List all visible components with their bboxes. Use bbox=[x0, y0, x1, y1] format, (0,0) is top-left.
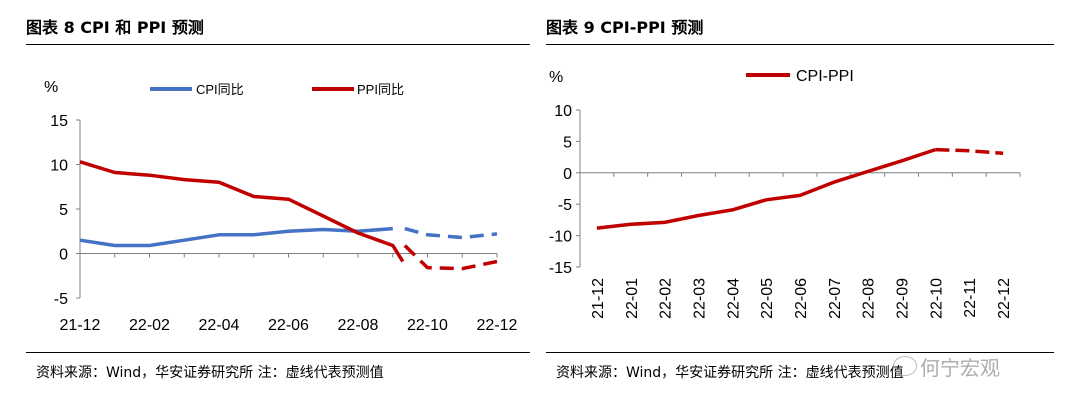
y-unit-label: % bbox=[44, 79, 58, 96]
ppi-actual-line bbox=[79, 160, 405, 263]
y-tick-label: 5 bbox=[563, 134, 572, 151]
cpi-ppi-legend-label: CPI-PPI bbox=[796, 68, 854, 85]
x-tick-label: 22-08 bbox=[338, 317, 379, 334]
x-tick-label: 22-04 bbox=[725, 278, 742, 319]
y-tick-label: 5 bbox=[59, 202, 68, 219]
x-tick-label: 22-02 bbox=[129, 317, 170, 334]
cpi-forecast-line bbox=[404, 226, 498, 240]
x-tick-label: 22-03 bbox=[691, 278, 708, 319]
x-tick-label: 21-12 bbox=[590, 278, 607, 319]
x-tick-label: 22-05 bbox=[759, 278, 776, 319]
x-tick-label: 22-11 bbox=[962, 278, 979, 318]
right-title-rule bbox=[546, 44, 1054, 45]
y-tick-label: -15 bbox=[549, 260, 572, 277]
x-tick-label: 22-12 bbox=[996, 278, 1013, 319]
cpi-ppi-chart: % 15 10 5 0 -5 21-12 22-02 22-04 22-06 22-08 22-10 2… bbox=[44, 79, 518, 334]
x-tick-label: 22-08 bbox=[861, 278, 878, 319]
watermark-text: 何宁宏观 bbox=[920, 356, 1000, 380]
x-tick-label: 21-12 bbox=[60, 317, 101, 334]
y-unit-label: % bbox=[549, 69, 563, 86]
right-chart-title: 图表 9 CPI-PPI 预测 bbox=[546, 18, 704, 37]
x-tick-label: 22-02 bbox=[658, 278, 675, 319]
left-source-note: 资料来源：Wind，华安证券研究所 注：虚线代表预测值 bbox=[36, 365, 384, 381]
ppi-forecast-line bbox=[403, 244, 498, 271]
x-tick-label: 22-10 bbox=[928, 278, 945, 319]
wechat-icon bbox=[893, 356, 917, 376]
x-tick-label: 22-12 bbox=[477, 317, 518, 334]
x-tick-label: 22-09 bbox=[895, 278, 912, 319]
x-tick-label: 22-10 bbox=[407, 317, 448, 334]
x-tick-label: 22-07 bbox=[827, 278, 844, 319]
cpi-ppi-actual-line bbox=[596, 147, 936, 230]
right-source-note: 资料来源：Wind，华安证券研究所 注：虚线代表预测值 bbox=[556, 365, 904, 381]
cpi-actual-line bbox=[79, 226, 393, 248]
cpi-minus-ppi-chart: % 10 5 0 -5 -10 -15 21-12 22-01 22-02 22-03 22-04 22… bbox=[549, 68, 1021, 319]
left-chart-title: 图表 8 CPI 和 PPI 预测 bbox=[26, 18, 204, 37]
y-tick-label: -5 bbox=[558, 197, 572, 214]
x-tick-label: 22-01 bbox=[624, 278, 641, 319]
cpi-legend-label: CPI同比 bbox=[196, 82, 244, 97]
y-tick-label: -10 bbox=[549, 229, 572, 246]
y-tick-label: 10 bbox=[554, 103, 572, 120]
left-footer-rule bbox=[26, 352, 530, 353]
ppi-legend-label: PPI同比 bbox=[357, 82, 404, 97]
y-tick-label: 0 bbox=[563, 166, 572, 183]
y-tick-label: 15 bbox=[50, 113, 68, 130]
left-title-rule bbox=[26, 44, 530, 45]
y-tick-label: -5 bbox=[54, 291, 68, 308]
x-tick-label: 22-04 bbox=[199, 317, 240, 334]
cpi-ppi-forecast-line bbox=[935, 147, 1004, 156]
y-tick-label: 10 bbox=[50, 158, 68, 175]
x-tick-label: 22-06 bbox=[268, 317, 309, 334]
y-tick-label: 0 bbox=[59, 247, 68, 264]
right-footer-rule bbox=[546, 352, 1054, 353]
x-tick-label: 22-06 bbox=[793, 278, 810, 319]
